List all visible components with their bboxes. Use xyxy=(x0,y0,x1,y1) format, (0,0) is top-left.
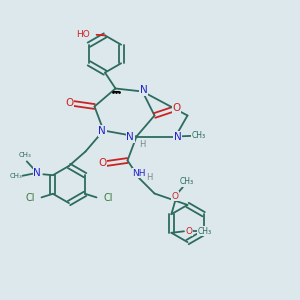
Text: CH₃: CH₃ xyxy=(198,227,212,236)
Text: N: N xyxy=(140,85,147,95)
Text: O: O xyxy=(98,158,106,168)
Text: Cl: Cl xyxy=(103,193,112,203)
Text: H: H xyxy=(146,172,152,182)
Text: CH₃: CH₃ xyxy=(9,173,22,179)
Text: CH₃: CH₃ xyxy=(179,177,194,186)
Text: O: O xyxy=(65,98,74,108)
Text: N: N xyxy=(126,132,134,142)
Text: CH₃: CH₃ xyxy=(18,152,31,158)
Text: N: N xyxy=(174,132,182,142)
Text: N: N xyxy=(98,126,106,136)
Text: O: O xyxy=(172,103,181,113)
Text: HO: HO xyxy=(76,30,89,39)
Text: O: O xyxy=(185,227,192,236)
Text: H: H xyxy=(139,140,145,149)
Text: CH₃: CH₃ xyxy=(191,131,206,140)
Text: N: N xyxy=(33,168,41,178)
Text: O: O xyxy=(172,192,178,201)
Text: Cl: Cl xyxy=(26,193,35,203)
Text: NH: NH xyxy=(132,169,146,178)
